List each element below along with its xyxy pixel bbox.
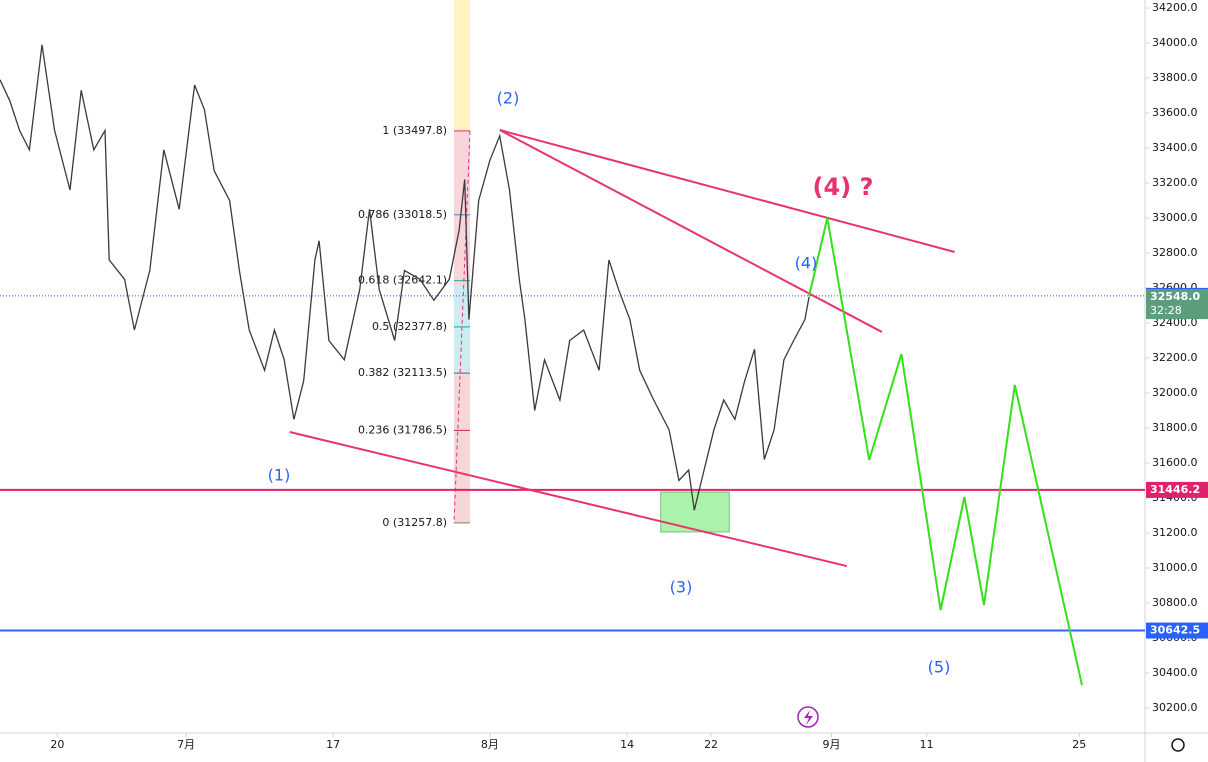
wave-label: (2): [497, 89, 520, 108]
y-tick-label: 32800.0: [1152, 246, 1198, 259]
trendline: [499, 129, 883, 333]
fib-extension-band: [454, 0, 470, 130]
settings-icon[interactable]: [1171, 738, 1185, 752]
events-icon[interactable]: [797, 706, 819, 728]
y-tick-label: 33800.0: [1152, 71, 1198, 84]
y-tick-label: 34200.0: [1152, 1, 1198, 14]
y-tick-label: 31600.0: [1152, 456, 1198, 469]
trendline: [499, 129, 955, 253]
events-icon-bolt: [804, 710, 813, 725]
y-tick-label: 32200.0: [1152, 351, 1198, 364]
y-tick-label: 32000.0: [1152, 386, 1198, 399]
price-line: [0, 44, 810, 511]
y-tick-label: 31200.0: [1152, 526, 1198, 539]
y-tick-label: 30400.0: [1152, 666, 1198, 679]
y-tick-label: 31000.0: [1152, 561, 1198, 574]
y-tick-label: 33000.0: [1152, 211, 1198, 224]
price-tag: [1146, 481, 1208, 498]
price-tag-label: 31446.2: [1150, 483, 1200, 496]
y-tick-label: 34000.0: [1152, 36, 1198, 49]
fib-zone-lower: [454, 375, 470, 523]
wave-label: (1): [268, 466, 291, 485]
y-tick-label: 30200.0: [1152, 701, 1198, 714]
x-tick-label: 14: [620, 738, 634, 751]
price-tag: [1146, 622, 1208, 639]
last-price-tag: [1146, 289, 1208, 320]
y-tick-label: 33600.0: [1152, 106, 1198, 119]
countdown-label: 32:28: [1150, 304, 1182, 317]
support-zone: [660, 491, 730, 533]
y-tick-label: 33200.0: [1152, 176, 1198, 189]
y-tick-label: 33400.0: [1152, 141, 1198, 154]
x-tick-label: 17: [326, 738, 340, 751]
wave-label: (5): [928, 658, 951, 677]
fib-label: 0.618 (32642.1): [358, 274, 447, 287]
trendline: [289, 431, 848, 568]
price-tag-label: 30642.5: [1150, 624, 1200, 637]
fib-label: 0.382 (32113.5): [358, 366, 447, 379]
fib-label: 0.786 (33018.5): [358, 208, 447, 221]
x-tick-label: 9月: [822, 738, 840, 751]
last-price-label: 32548.0: [1150, 290, 1200, 303]
fib-diagonal: [453, 130, 471, 523]
fib-label: 0.5 (32377.8): [372, 320, 447, 333]
x-tick-label: 8月: [481, 738, 499, 751]
y-tick-label: 32400.0: [1152, 316, 1198, 329]
wave-label: (3): [670, 578, 693, 597]
x-tick-label: 7月: [177, 738, 195, 751]
fib-label: 0.236 (31786.5): [358, 423, 447, 436]
y-tick-label: 30800.0: [1152, 596, 1198, 609]
fib-label: 0 (31257.8): [382, 516, 447, 529]
wave-label: (4) ?: [813, 173, 874, 201]
x-tick-label: 22: [704, 738, 718, 751]
fib-label: 1 (33497.8): [382, 124, 447, 137]
wave-label: (4): [795, 254, 818, 273]
y-tick-label: 31800.0: [1152, 421, 1198, 434]
projection-line: [808, 217, 1083, 686]
x-tick-label: 25: [1072, 738, 1086, 751]
x-tick-label: 11: [920, 738, 934, 751]
x-tick-label: 20: [50, 738, 64, 751]
